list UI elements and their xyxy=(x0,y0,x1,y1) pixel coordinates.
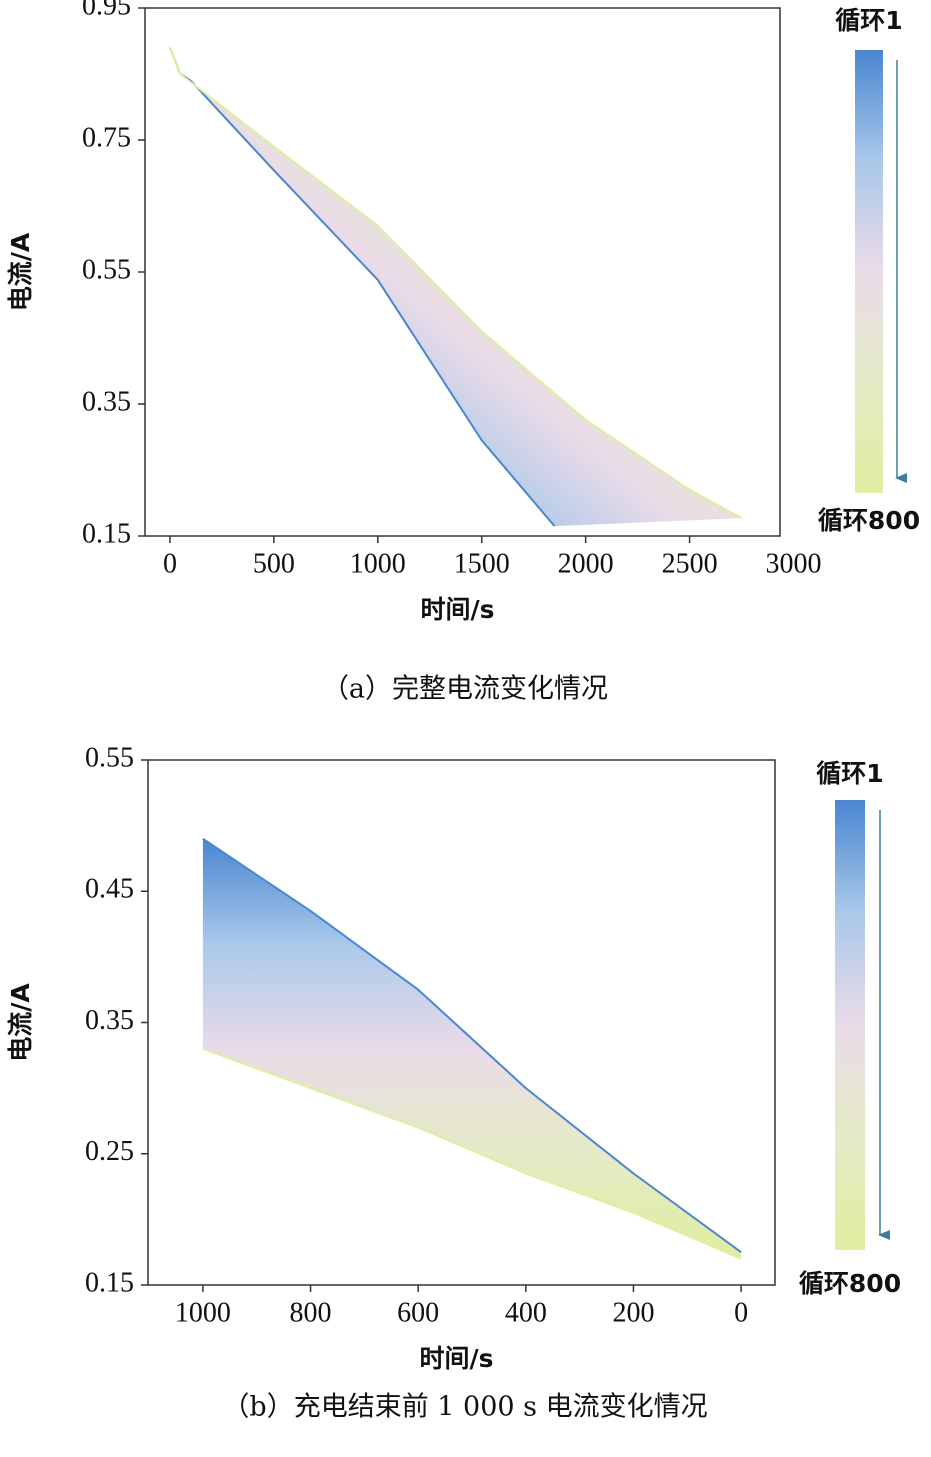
y-tick-label: 0.55 xyxy=(85,742,134,773)
caption: （b）充电结束前 1 000 s 电流变化情况 xyxy=(222,1392,707,1423)
y-tick-label: 0.35 xyxy=(82,386,131,417)
series-line xyxy=(202,837,742,1253)
y-axis-label: 电流/A xyxy=(6,232,35,311)
plot-frame xyxy=(144,7,781,537)
y-tick-label: 0.95 xyxy=(82,0,131,21)
x-tick-label: 2500 xyxy=(662,548,718,579)
x-tick-label: 0 xyxy=(734,1297,748,1328)
y-tick-label: 0.25 xyxy=(85,1136,134,1167)
y-tick-label: 0.35 xyxy=(85,1005,134,1036)
series-line xyxy=(202,1047,742,1260)
x-axis-label: 时间/s xyxy=(420,595,494,624)
y-tick-label: 0.15 xyxy=(82,518,131,549)
x-tick-label: 400 xyxy=(505,1297,547,1328)
x-tick-label: 0 xyxy=(163,548,177,579)
y-tick-label: 0.55 xyxy=(82,254,131,285)
colorbar-label: 循环800 xyxy=(818,506,920,535)
x-tick-label: 2000 xyxy=(558,548,614,579)
caption: （a）完整电流变化情况 xyxy=(322,674,608,705)
x-tick-label: 1000 xyxy=(350,548,406,579)
band xyxy=(202,838,742,1259)
x-tick-label: 1500 xyxy=(454,548,510,579)
colorbar-label: 循环1 xyxy=(835,6,902,35)
series-line xyxy=(169,47,743,520)
x-tick-label: 1000 xyxy=(175,1297,231,1328)
colorbar xyxy=(835,800,865,1250)
x-tick-label: 600 xyxy=(397,1297,439,1328)
colorbar xyxy=(855,50,883,493)
y-tick-label: 0.15 xyxy=(85,1267,134,1298)
band xyxy=(169,47,742,527)
x-tick-label: 500 xyxy=(253,548,295,579)
x-tick-label: 3000 xyxy=(766,548,822,579)
x-tick-label: 200 xyxy=(612,1297,654,1328)
y-axis-label: 电流/A xyxy=(6,983,35,1062)
y-tick-label: 0.45 xyxy=(85,874,134,905)
colorbar-label: 循环1 xyxy=(816,759,883,788)
x-tick-label: 800 xyxy=(290,1297,332,1328)
colorbar-label: 循环800 xyxy=(799,1269,901,1298)
y-tick-label: 0.75 xyxy=(82,122,131,153)
x-axis-label: 时间/s xyxy=(419,1344,493,1373)
